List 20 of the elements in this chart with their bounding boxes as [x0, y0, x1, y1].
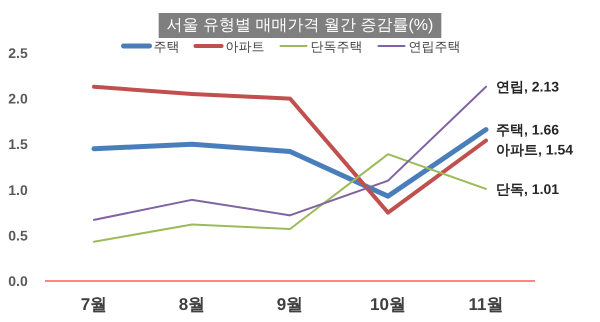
legend-label: 단독주택 [310, 39, 362, 54]
legend-label: 아파트 [226, 39, 264, 54]
data-label: 연립, 2.13 [496, 78, 560, 95]
x-tick-label: 8월 [178, 295, 206, 314]
data-label: 주택, 1.66 [496, 122, 560, 138]
x-tick-label: 7월 [80, 295, 108, 314]
x-tick-label: 11월 [468, 295, 504, 314]
data-label: 단독, 1.01 [496, 180, 560, 197]
legend-label: 주택 [154, 39, 180, 54]
y-tick-label: 2.5 [8, 45, 28, 61]
chart-title: 서울 유형별 매매가격 월간 증감률(%) [166, 17, 434, 34]
y-tick-label: 1.0 [8, 182, 28, 198]
y-tick-label: 0.5 [8, 227, 28, 244]
legend-label: 연립주택 [408, 39, 460, 54]
x-tick-label: 10월 [370, 295, 406, 314]
y-tick-label: 1.5 [8, 136, 28, 152]
y-tick-label: 2.0 [8, 90, 28, 107]
x-tick-label: 9월 [276, 295, 304, 314]
data-label: 아파트, 1.54 [496, 142, 574, 158]
y-tick-label: 0.0 [8, 273, 28, 289]
